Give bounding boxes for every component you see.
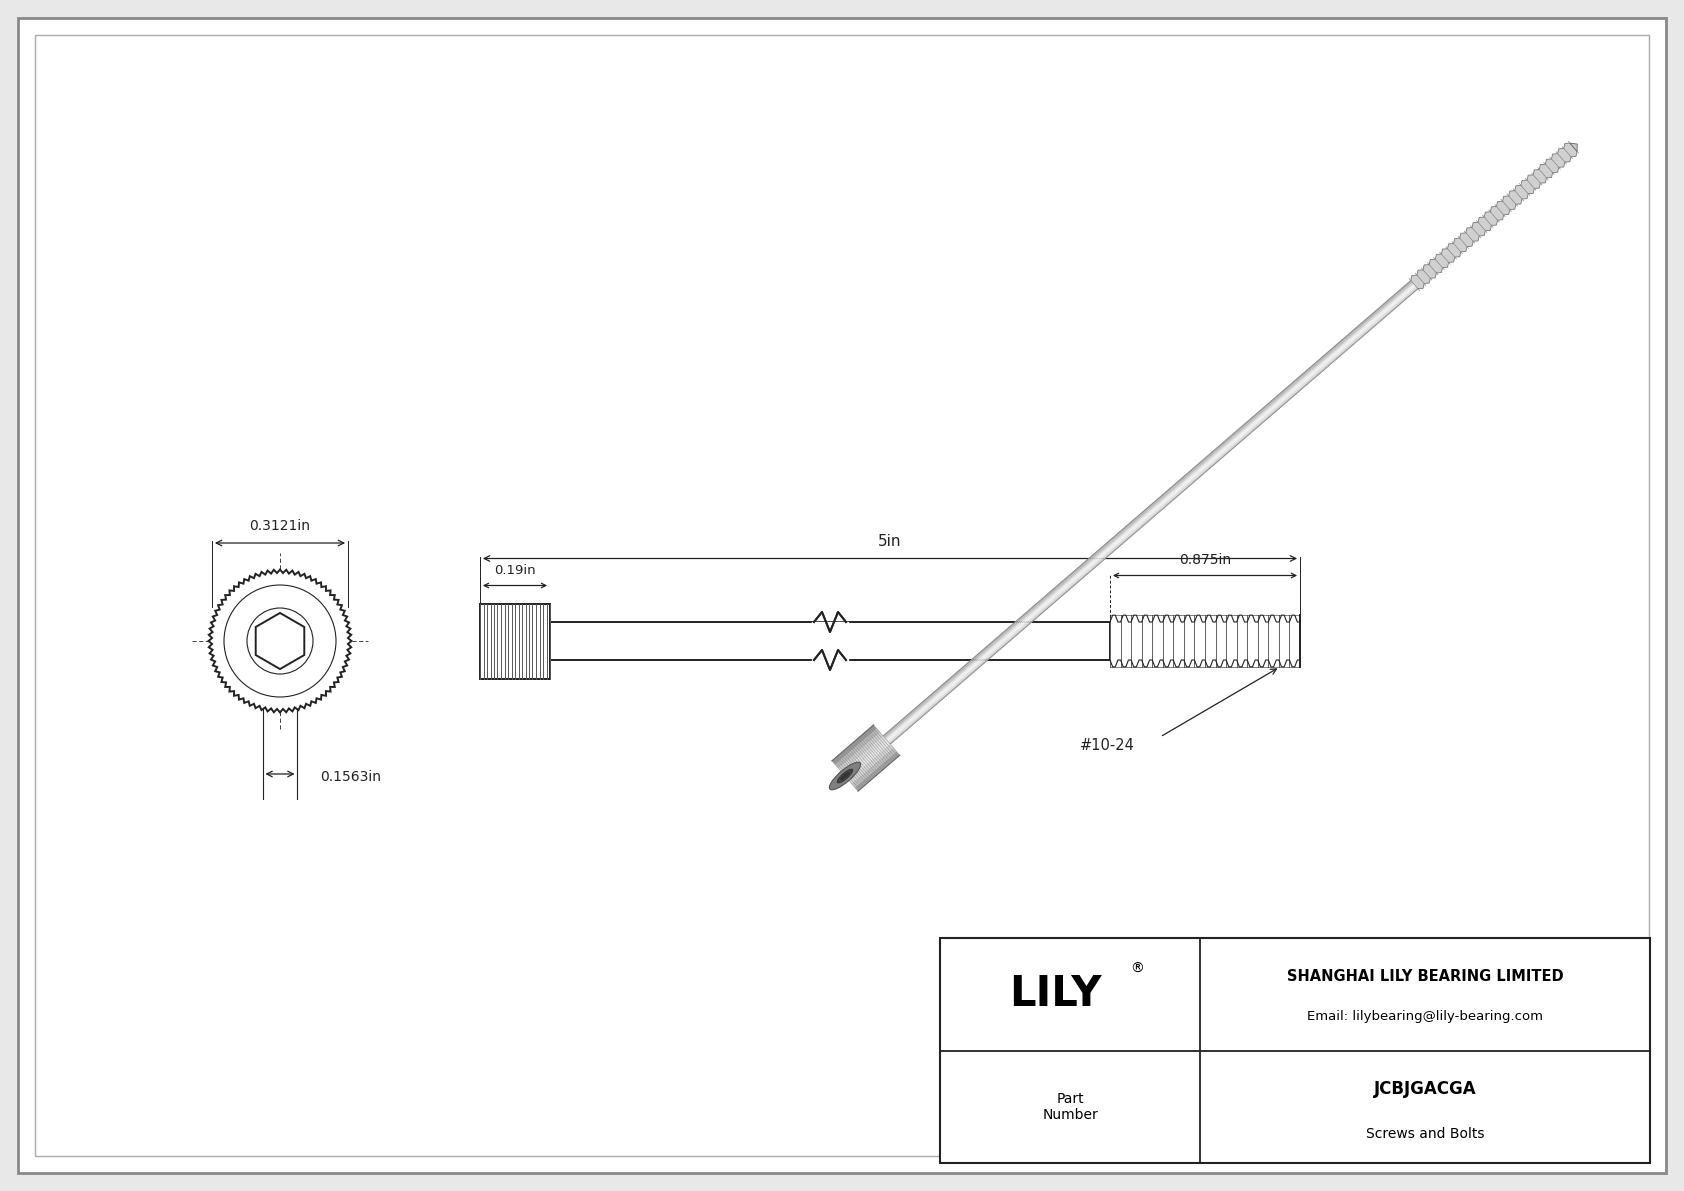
Polygon shape [887, 285, 1415, 741]
Polygon shape [884, 282, 1413, 740]
Polygon shape [887, 286, 1416, 742]
Text: Part
Number: Part Number [1042, 1092, 1098, 1122]
Polygon shape [209, 569, 352, 712]
Bar [940, 939, 1650, 1162]
Polygon shape [886, 283, 1415, 740]
Bar [551, 622, 1110, 660]
Text: #10-24: #10-24 [1079, 737, 1135, 753]
Polygon shape [256, 613, 305, 669]
Bar [480, 604, 551, 679]
Polygon shape [832, 725, 877, 765]
Polygon shape [884, 281, 1413, 738]
Text: 0.1563in: 0.1563in [320, 771, 381, 784]
Text: LILY: LILY [1009, 973, 1101, 1015]
Circle shape [224, 585, 337, 697]
Ellipse shape [837, 769, 852, 782]
Text: 0.3121in: 0.3121in [249, 519, 310, 534]
Text: Email: lilybearing@lily-bearing.com: Email: lilybearing@lily-bearing.com [1307, 1010, 1543, 1023]
Circle shape [248, 607, 313, 674]
Polygon shape [835, 729, 881, 768]
Polygon shape [852, 748, 896, 787]
Polygon shape [1110, 616, 1300, 667]
Polygon shape [889, 288, 1418, 744]
Text: 0.875in: 0.875in [1179, 554, 1231, 567]
Text: JCBJGACGA: JCBJGACGA [1374, 1080, 1477, 1098]
Polygon shape [842, 736, 887, 777]
Polygon shape [849, 744, 893, 784]
Text: Screws and Bolts: Screws and Bolts [1366, 1127, 1484, 1141]
Polygon shape [855, 752, 899, 791]
Polygon shape [889, 287, 1418, 743]
Polygon shape [1569, 143, 1578, 151]
Polygon shape [845, 740, 889, 780]
Ellipse shape [840, 772, 850, 780]
Polygon shape [1411, 143, 1578, 288]
Polygon shape [839, 732, 884, 772]
Text: ®: ® [1130, 962, 1143, 977]
Ellipse shape [829, 762, 861, 790]
Polygon shape [882, 280, 1411, 737]
Text: 0.19in: 0.19in [493, 565, 536, 578]
Text: SHANGHAI LILY BEARING LIMITED: SHANGHAI LILY BEARING LIMITED [1287, 968, 1563, 984]
Text: 5in: 5in [879, 534, 901, 549]
